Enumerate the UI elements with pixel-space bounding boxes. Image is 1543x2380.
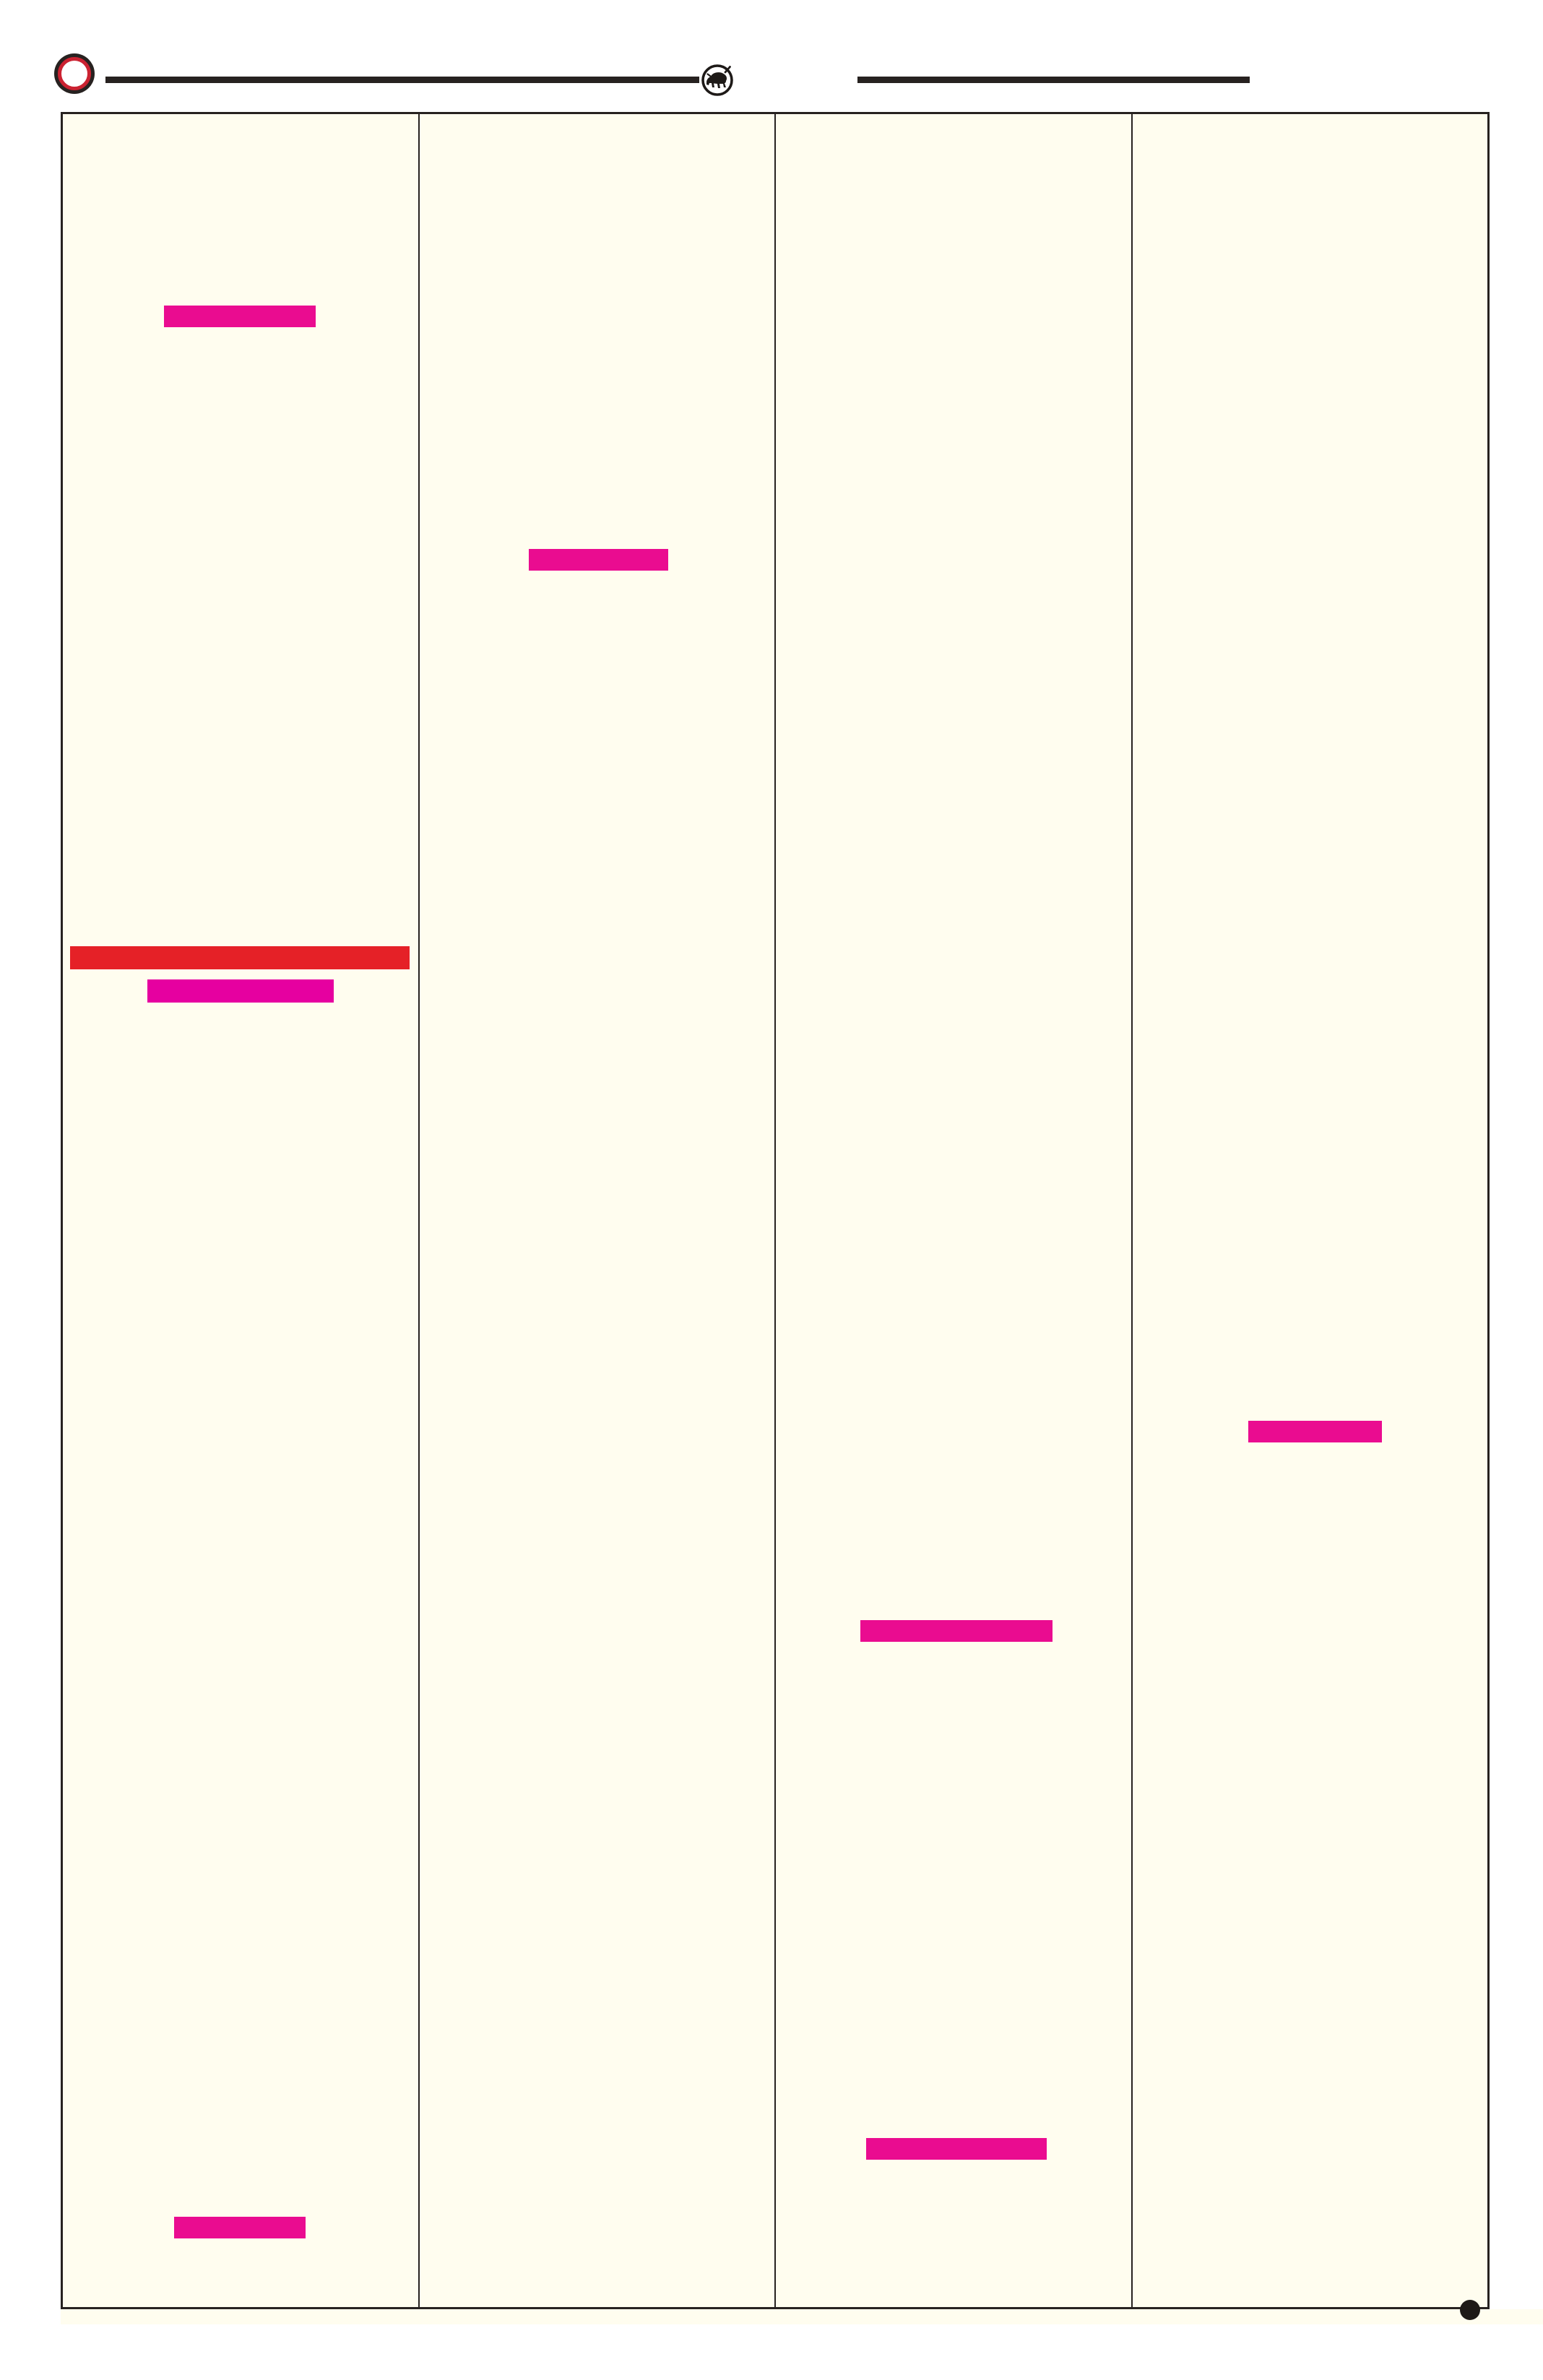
column-2: [420, 114, 776, 2307]
highlight-bar-magenta: [147, 979, 334, 1003]
ring-circle-icon: [58, 57, 91, 90]
end-of-page-dot-icon: [1460, 2300, 1480, 2320]
masthead-rule-right: [857, 77, 1250, 83]
bull-icon: [700, 63, 735, 98]
bull-icon-svg: [701, 64, 733, 96]
page-frame: [61, 112, 1490, 2309]
paper-bleed-strip: [61, 2309, 1543, 2324]
highlight-bar-red: [70, 946, 410, 969]
highlight-bar-magenta: [529, 549, 668, 571]
masthead-rule-left: [105, 77, 699, 83]
highlight-bar-magenta: [860, 1620, 1053, 1642]
highlight-bar-magenta: [866, 2138, 1047, 2160]
column-1: [63, 114, 420, 2307]
highlight-bar-magenta: [164, 306, 316, 327]
column-4: [1133, 114, 1488, 2307]
highlight-bar-magenta: [174, 2217, 306, 2238]
column-3: [776, 114, 1133, 2307]
highlight-bar-magenta: [1248, 1421, 1382, 1442]
